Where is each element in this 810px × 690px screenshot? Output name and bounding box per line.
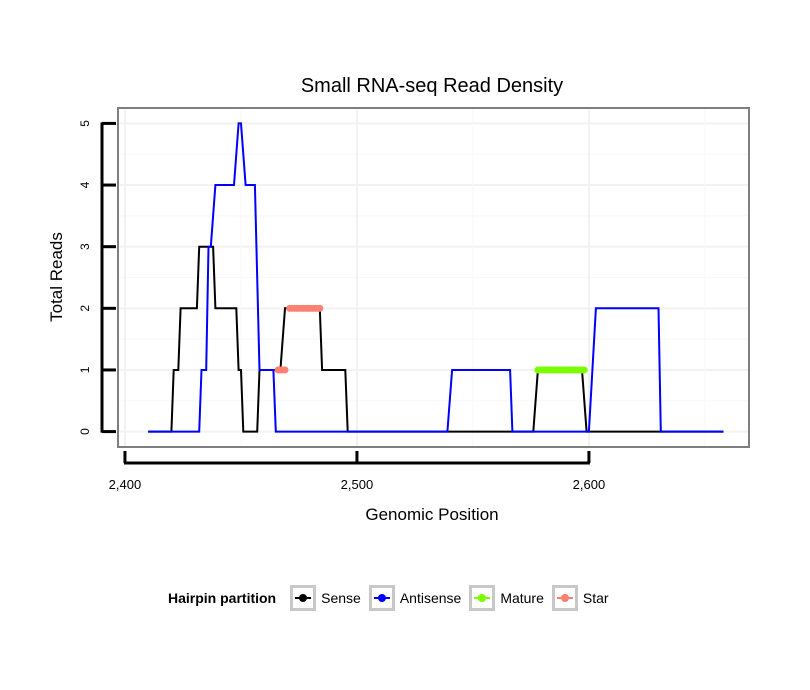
y-tick-label: 0 [78, 428, 92, 435]
legend-item-mature: Mature [469, 585, 546, 611]
plot-panel-border [117, 107, 750, 448]
legend-title: Hairpin partition [168, 590, 277, 606]
series-point-mature [580, 366, 588, 374]
x-axis-label: Genomic Position [365, 505, 498, 524]
y-axis-label: Total Reads [47, 232, 66, 322]
legend-key-sense [290, 585, 317, 611]
y-tick-label: 2 [78, 305, 92, 312]
x-tick-label: 2,500 [341, 477, 374, 492]
legend: Hairpin partition Sense Antisense Mature… [168, 582, 617, 614]
x-tick-label: 2,600 [573, 477, 606, 492]
y-tick-label: 5 [78, 120, 92, 127]
chart-title: Small RNA-seq Read Density [301, 75, 563, 97]
series-line-sense [148, 245, 724, 433]
legend-item-star: Star [551, 585, 611, 611]
legend-label-sense: Sense [321, 590, 361, 606]
legend-key-star [551, 585, 578, 611]
series-point-star [281, 366, 289, 374]
legend-label-star: Star [582, 590, 609, 606]
legend-item-antisense: Antisense [368, 585, 463, 611]
series-point-star [316, 304, 324, 312]
legend-label-mature: Mature [500, 590, 544, 606]
y-tick-label: 4 [78, 181, 92, 188]
legend-key-mature [469, 585, 496, 611]
x-tick-label: 2,400 [109, 477, 142, 492]
legend-label-antisense: Antisense [399, 590, 462, 606]
series-line-antisense [148, 122, 724, 433]
legend-item-sense: Sense [290, 585, 363, 611]
legend-key-antisense [368, 585, 395, 611]
y-tick-label: 3 [78, 243, 92, 250]
y-tick-label: 1 [78, 366, 92, 373]
